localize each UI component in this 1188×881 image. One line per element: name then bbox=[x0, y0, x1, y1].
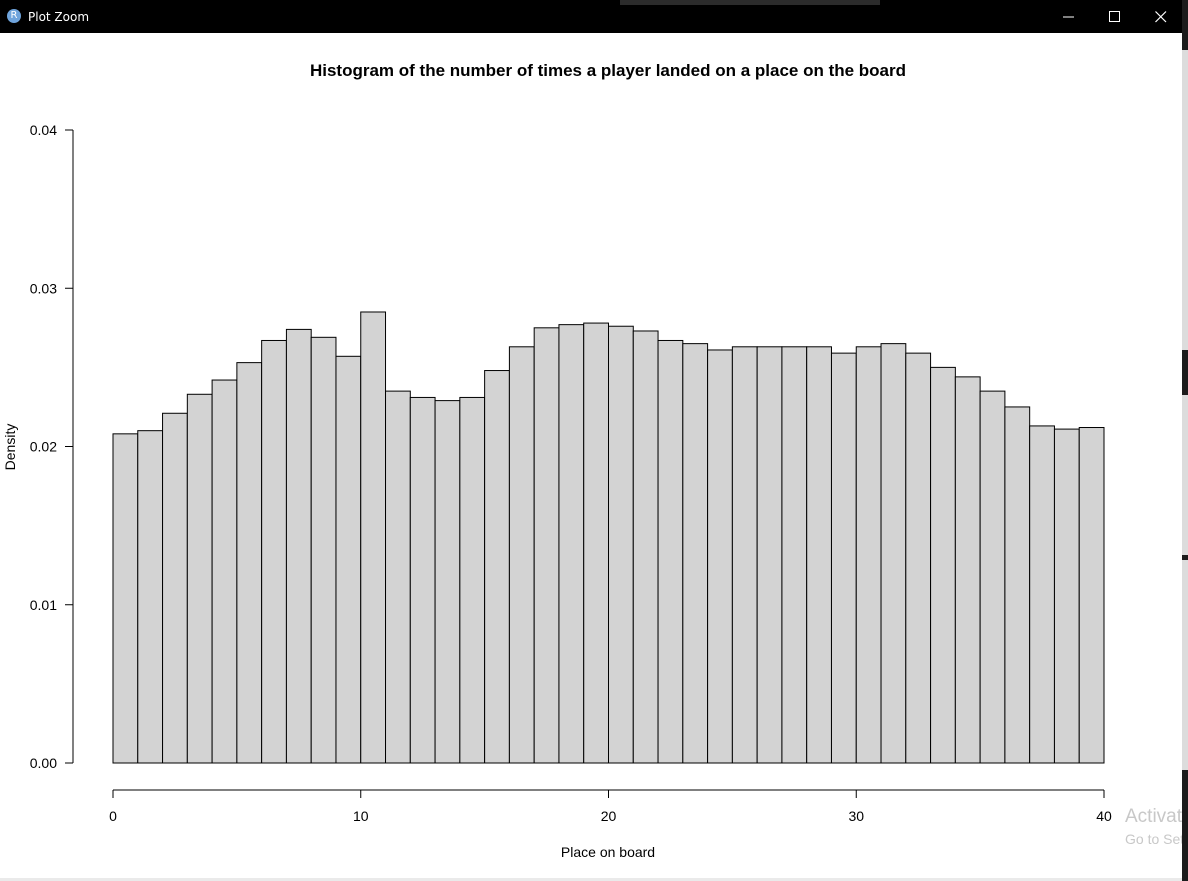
y-tick-label: 0.02 bbox=[30, 439, 57, 455]
y-axis-label: Density bbox=[2, 424, 18, 471]
histogram-bar bbox=[211, 379, 238, 764]
histogram-bar bbox=[1029, 425, 1055, 764]
close-button[interactable] bbox=[1138, 0, 1184, 33]
histogram-bar bbox=[954, 376, 981, 764]
r-app-icon: R bbox=[7, 9, 21, 23]
histogram-bar bbox=[508, 346, 535, 764]
histogram-bar bbox=[385, 390, 411, 764]
histogram-bar bbox=[583, 322, 609, 764]
histogram-bar bbox=[608, 325, 634, 764]
chart-title: Histogram of the number of times a playe… bbox=[310, 61, 906, 80]
histogram-bar bbox=[409, 396, 436, 764]
histogram-bars bbox=[112, 311, 1105, 764]
histogram-bar bbox=[137, 430, 164, 764]
histogram-bar bbox=[459, 396, 486, 764]
histogram-bar bbox=[657, 339, 684, 764]
histogram-bar bbox=[1004, 406, 1031, 764]
histogram-bar bbox=[979, 390, 1006, 764]
histogram-bar bbox=[261, 339, 287, 764]
histogram-bar bbox=[434, 400, 461, 764]
y-axis: 0.00 0.01 0.02 0.03 0.04 bbox=[30, 122, 74, 771]
close-icon bbox=[1155, 11, 1167, 23]
y-tick-label: 0.04 bbox=[30, 122, 57, 138]
histogram-bar bbox=[905, 352, 932, 764]
histogram-bar bbox=[360, 311, 387, 764]
window-title: Plot Zoom bbox=[28, 10, 90, 24]
background-panel bbox=[1182, 560, 1188, 770]
y-tick-label: 0.03 bbox=[30, 280, 57, 296]
background-panel bbox=[1182, 395, 1188, 555]
x-tick-label: 30 bbox=[848, 808, 864, 824]
histogram-bar bbox=[533, 327, 560, 764]
y-tick-label: 0.01 bbox=[30, 597, 57, 613]
x-tick-label: 10 bbox=[353, 808, 369, 824]
background-window-peek bbox=[620, 0, 880, 5]
histogram-bar bbox=[236, 362, 263, 764]
x-tick-label: 20 bbox=[601, 808, 617, 824]
histogram-bar bbox=[335, 355, 362, 764]
x-axis: 0 10 20 30 40 bbox=[109, 789, 1112, 824]
histogram-bar bbox=[112, 433, 139, 764]
histogram-bar bbox=[930, 366, 956, 764]
histogram-bar bbox=[781, 346, 808, 764]
minimize-icon bbox=[1063, 16, 1074, 18]
histogram-bar bbox=[830, 352, 857, 764]
histogram-bar bbox=[285, 328, 312, 764]
histogram-bar bbox=[855, 346, 882, 764]
histogram-bar bbox=[186, 393, 213, 764]
histogram-bar bbox=[310, 336, 337, 764]
histogram-bar bbox=[682, 343, 709, 764]
histogram-bar bbox=[731, 346, 758, 764]
y-tick-label: 0.00 bbox=[30, 755, 57, 771]
maximize-button[interactable] bbox=[1092, 0, 1138, 33]
histogram-plot: Histogram of the number of times a playe… bbox=[2, 61, 1112, 860]
background-panel bbox=[1182, 50, 1188, 350]
maximize-icon bbox=[1109, 11, 1120, 22]
histogram-bar bbox=[632, 330, 659, 764]
title-bar[interactable]: R Plot Zoom bbox=[0, 0, 1182, 33]
x-tick-label: 40 bbox=[1096, 808, 1112, 824]
window-bottom-edge bbox=[0, 878, 1182, 881]
histogram-bar bbox=[756, 346, 783, 764]
minimize-button[interactable] bbox=[1046, 0, 1092, 33]
histogram-bar bbox=[806, 346, 832, 764]
histogram-bar bbox=[484, 370, 510, 764]
histogram-bar bbox=[707, 349, 733, 764]
histogram-bar bbox=[880, 343, 907, 764]
histogram-bar bbox=[162, 412, 188, 764]
x-tick-label: 0 bbox=[109, 808, 117, 824]
x-axis-label: Place on board bbox=[561, 844, 655, 860]
histogram-bar bbox=[1078, 427, 1105, 764]
histogram-bar bbox=[1053, 428, 1080, 764]
activate-windows-title: Activate Windows bbox=[1125, 806, 1182, 827]
background-window-edge bbox=[1182, 0, 1188, 881]
histogram-bar bbox=[558, 324, 585, 764]
activate-windows-subtitle: Go to Settings to activate Windows. bbox=[1125, 831, 1182, 847]
